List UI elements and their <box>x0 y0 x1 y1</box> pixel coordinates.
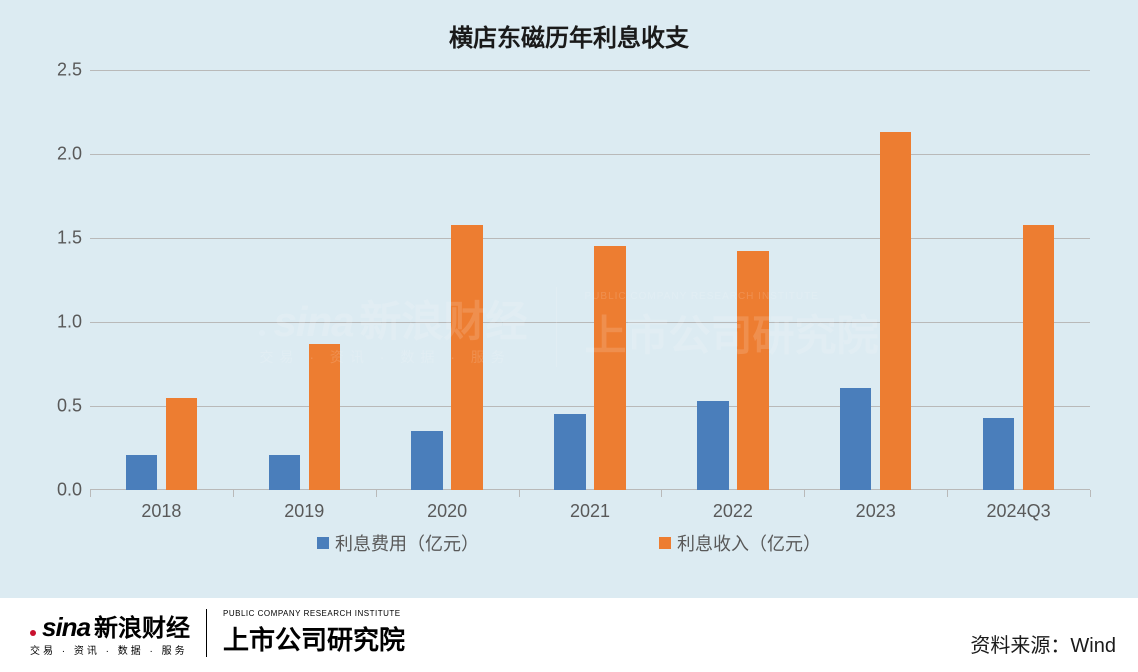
footer-sina-cn: 新浪财经 <box>94 608 190 643</box>
y-tick-label: 0.5 <box>57 396 82 417</box>
bar <box>880 132 911 490</box>
y-gridline <box>90 238 1090 239</box>
x-tick-mark <box>1090 490 1091 497</box>
x-tick-mark <box>804 490 805 497</box>
bar <box>983 418 1014 490</box>
footer-institute-en: PUBLIC COMPANY RESEARCH INSTITUTE <box>223 609 401 618</box>
bar <box>594 246 625 490</box>
chart-area: 横店东磁历年利息收支 0.00.51.01.52.02.520182019202… <box>0 0 1138 598</box>
y-gridline <box>90 154 1090 155</box>
x-tick-mark <box>233 490 234 497</box>
x-tick-mark <box>519 490 520 497</box>
legend-swatch <box>659 537 671 549</box>
legend: 利息费用（亿元） 利息收入（亿元） <box>0 530 1138 556</box>
legend-label: 利息收入（亿元） <box>677 530 821 556</box>
y-tick-label: 1.5 <box>57 228 82 249</box>
bar <box>554 414 585 490</box>
x-tick-mark <box>376 490 377 497</box>
y-tick-label: 2.0 <box>57 144 82 165</box>
y-gridline <box>90 406 1090 407</box>
x-tick-label: 2018 <box>141 501 181 522</box>
y-tick-label: 0.0 <box>57 480 82 501</box>
x-tick-label: 2019 <box>284 501 324 522</box>
x-tick-mark <box>90 490 91 497</box>
bar <box>126 455 157 490</box>
bar <box>411 431 442 490</box>
x-tick-label: 2020 <box>427 501 467 522</box>
y-gridline <box>90 70 1090 71</box>
bar <box>309 344 340 490</box>
legend-item: 利息费用（亿元） <box>317 530 479 556</box>
footer-branding: sina 新浪财经 交易 · 资讯 · 数据 · 服务 PUBLIC COMPA… <box>30 608 405 657</box>
y-gridline <box>90 322 1090 323</box>
y-tick-label: 1.0 <box>57 312 82 333</box>
x-tick-mark <box>661 490 662 497</box>
data-source: 资料来源：Wind <box>970 629 1116 658</box>
bar <box>451 225 482 490</box>
bar <box>737 251 768 490</box>
bar <box>697 401 728 490</box>
footer-institute: 上市公司研究院 <box>223 620 405 657</box>
x-tick-label: 2024Q3 <box>987 501 1051 522</box>
footer: sina 新浪财经 交易 · 资讯 · 数据 · 服务 PUBLIC COMPA… <box>0 598 1138 672</box>
x-tick-label: 2023 <box>856 501 896 522</box>
bar <box>840 388 871 490</box>
x-tick-label: 2021 <box>570 501 610 522</box>
x-axis-line <box>90 489 1090 490</box>
bar <box>166 398 197 490</box>
bar <box>269 455 300 490</box>
footer-sina-sub: 交易 · 资讯 · 数据 · 服务 <box>30 642 188 657</box>
x-tick-mark <box>947 490 948 497</box>
plot-area: 0.00.51.01.52.02.52018201920202021202220… <box>90 70 1090 490</box>
x-tick-label: 2022 <box>713 501 753 522</box>
legend-swatch <box>317 537 329 549</box>
legend-item: 利息收入（亿元） <box>659 530 821 556</box>
footer-sina-logo: sina <box>42 612 90 643</box>
y-tick-label: 2.5 <box>57 60 82 81</box>
chart-title: 横店东磁历年利息收支 <box>0 18 1138 53</box>
legend-label: 利息费用（亿元） <box>335 530 479 556</box>
bar <box>1023 225 1054 490</box>
